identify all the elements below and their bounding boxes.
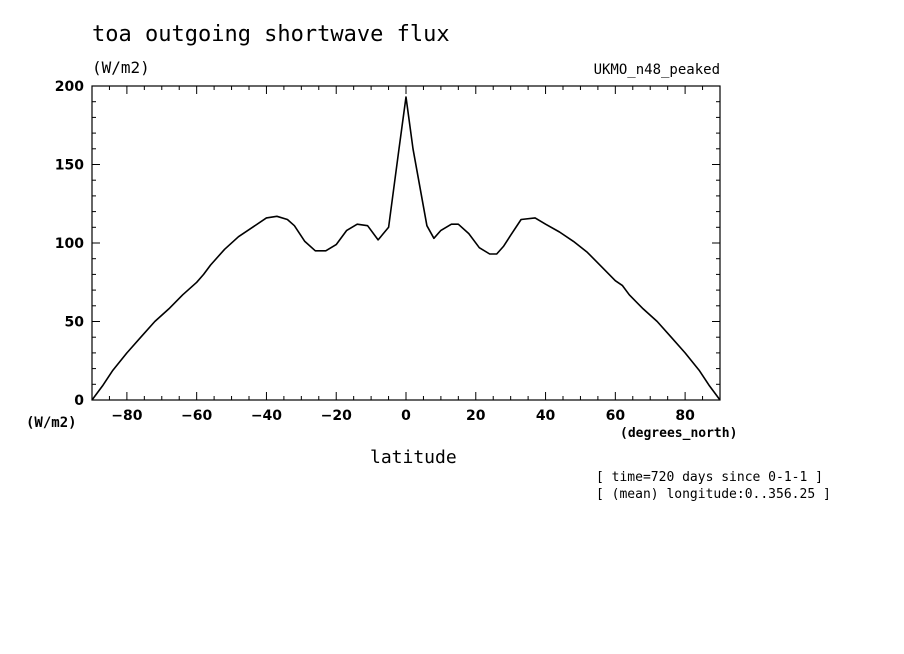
series-line <box>91 96 721 401</box>
x-tick-label: −40 <box>251 408 282 424</box>
y-axis-label: (W/m2) <box>26 415 77 431</box>
x-axis-label: latitude <box>370 447 457 468</box>
x-tick-label: 20 <box>466 408 486 424</box>
chart-title: toa outgoing shortwave flux <box>92 22 450 47</box>
y-tick-label: 200 <box>55 79 84 95</box>
y-tick-label: 0 <box>74 393 84 409</box>
x-tick-label: 40 <box>536 408 556 424</box>
plot-frame <box>91 85 721 401</box>
longitude-note: [ (mean) longitude:0..356.25 ] <box>596 487 831 502</box>
x-tick-label: −20 <box>321 408 352 424</box>
x-tick-label: −80 <box>111 408 142 424</box>
x-tick-label: 80 <box>675 408 695 424</box>
y-tick-label: 150 <box>55 158 84 174</box>
x-tick-label: 60 <box>606 408 626 424</box>
chart-unit-label: (W/m2) <box>92 58 150 77</box>
x-axis-unit: (degrees_north) <box>620 426 738 441</box>
time-note: [ time=720 days since 0-1-1 ] <box>596 470 823 485</box>
x-tick-label: 0 <box>401 408 411 424</box>
y-tick-label: 100 <box>55 236 84 252</box>
dataset-label: UKMO_n48_peaked <box>593 62 720 78</box>
x-tick-label: −60 <box>181 408 212 424</box>
y-tick-label: 50 <box>65 315 85 331</box>
